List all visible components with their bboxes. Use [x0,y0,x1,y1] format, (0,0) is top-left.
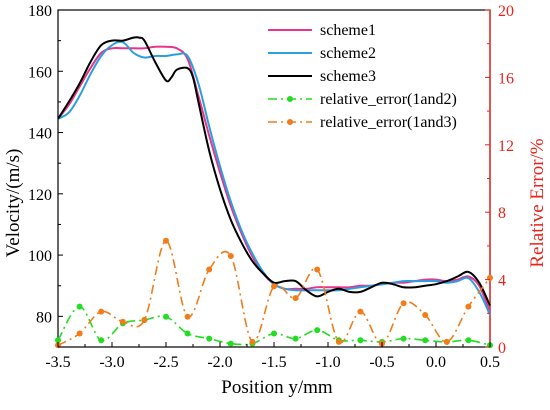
plot-frame [57,9,491,348]
right-y-tick-label: 4 [498,273,506,290]
data-point [98,337,105,344]
data-point [163,237,169,244]
series-line [57,239,491,347]
data-point [443,338,450,345]
legend-item: scheme2 [268,45,376,62]
x-tick-label: -3.5 [45,354,70,371]
legend-item: relative_error(1and2) [268,91,457,108]
x-tick-label: 0.5 [480,354,500,371]
data-point [314,327,321,334]
x-tick-label: -2.5 [153,354,178,371]
right-y-tick-label: 12 [498,138,514,155]
data-point [163,313,169,320]
legend-label: relative_error(1and2) [320,91,457,108]
x-tick-label: -3.0 [99,354,124,371]
series-layer [55,36,493,349]
right-y-tick-label: 16 [498,70,514,87]
data-point [227,340,234,347]
data-point [400,300,407,307]
series-line [57,40,491,316]
left-y-tick-label: 80 [36,309,52,326]
x-tick-label: 0.0 [426,354,446,371]
data-point [184,313,191,320]
x-tick-label: -2.0 [207,354,232,371]
legend-item: scheme1 [268,22,376,39]
right-y-tick-label: 8 [498,205,506,222]
right-y-tick-label: 0 [498,340,506,357]
left-y-tick-label: 120 [28,187,52,204]
series-scheme1 [57,45,491,313]
data-point [184,330,191,337]
data-point [357,308,364,315]
data-point [292,295,299,302]
data-point [422,337,429,344]
plot-border [57,9,491,348]
series-scheme3 [57,36,491,307]
data-point [249,338,256,345]
data-point [465,303,472,310]
left-y-tick-label: 100 [28,248,52,265]
legend-marker [287,96,293,102]
left-axis: 80 100 120 140 160 180 [28,3,63,348]
legend-label: scheme3 [320,68,376,85]
left-y-axis-label: Velocity/(m/s) [3,149,24,258]
data-point [141,317,148,323]
data-point [314,266,321,273]
series-line [57,45,491,313]
data-point [76,303,83,310]
data-point [271,283,277,290]
x-axis-label: Position y/mm [221,377,333,398]
left-y-tick-label: 160 [28,64,52,81]
data-point [227,253,234,259]
data-point [400,335,407,342]
legend-item: scheme3 [268,68,376,85]
right-axis: 0 4 8 12 16 20 [485,3,514,357]
right-y-tick-label: 20 [498,3,514,20]
legend-label: relative_error(1and3) [320,114,457,131]
right-y-axis-label: Relative Error/% [527,138,548,267]
data-point [76,330,83,337]
x-tick-label: -0.5 [369,354,394,371]
data-point [292,335,299,342]
legend-marker [287,119,293,125]
x-tick-label: -1.0 [315,354,340,371]
left-y-tick-label: 140 [28,126,52,143]
bottom-axis: -3.5 -3.0 -2.5 -2.0 -1.5 -1.0 -0.5 0.0 0.5 [45,342,500,371]
data-point [98,308,105,315]
data-point [271,330,277,337]
data-point [422,312,429,318]
data-point [206,335,213,342]
legend-label: scheme1 [320,22,376,39]
legend-item: relative_error(1and3) [268,114,457,131]
data-point [206,266,213,273]
data-point [335,338,342,345]
legend-label: scheme2 [320,45,376,62]
series-scheme2 [57,40,491,316]
series-relative_error_1and2 [55,303,493,349]
legend: scheme1 scheme2 scheme3 relative_error(1and… [268,22,457,131]
series-line [57,36,491,307]
data-point [55,337,61,344]
data-point [465,337,472,344]
left-y-tick-label: 180 [28,3,52,20]
data-point [119,318,126,325]
data-point [357,337,364,344]
x-tick-label: -1.5 [261,354,286,371]
